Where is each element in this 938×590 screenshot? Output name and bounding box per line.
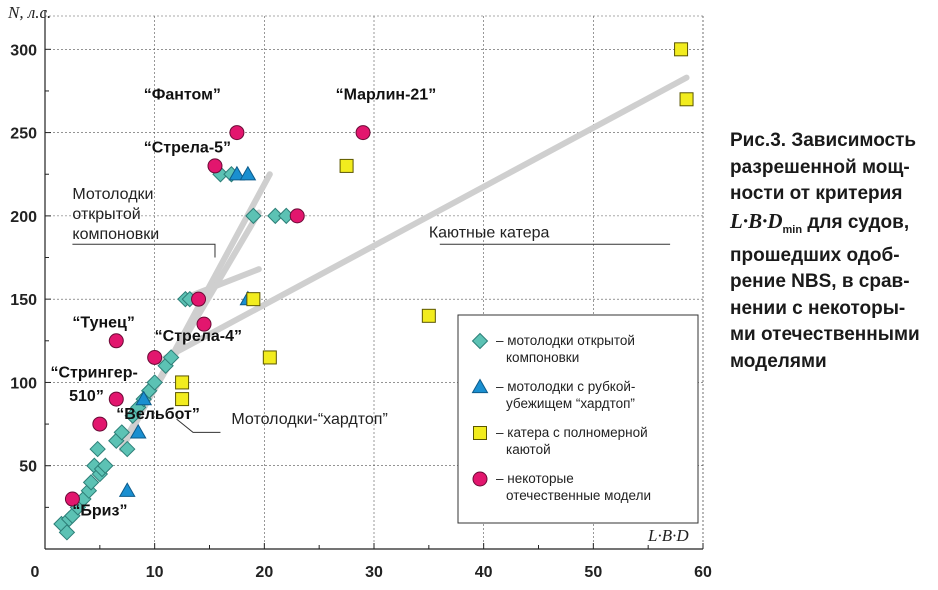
annotation-label: “Вельбот”: [116, 406, 200, 423]
x-axis-label: L·B·D: [647, 526, 689, 545]
data-markers: [53, 42, 694, 541]
marker-circle: [196, 316, 212, 332]
marker-square: [262, 350, 277, 365]
marker-diamond: [267, 207, 284, 225]
y-tick-label: 50: [19, 459, 37, 476]
caption-line: прошедших одоб-: [730, 244, 900, 266]
caption-criterion-sub: min: [782, 223, 803, 236]
caption-line: ности от критерия: [730, 183, 903, 204]
annotation-label: “Фантом”: [144, 86, 221, 103]
x-tick-label: 20: [255, 564, 273, 581]
marker-diamond: [97, 457, 114, 474]
leader-line: [72, 243, 216, 258]
marker-diamond: [245, 207, 262, 225]
legend-marker-triangle: [471, 378, 489, 394]
x-tick-label: 60: [694, 564, 712, 581]
marker-square: [679, 92, 694, 107]
y-tick-label: 300: [10, 42, 37, 59]
caption-line-rest: для судов,: [802, 211, 910, 233]
caption-line: рение NBS, в срав-: [730, 271, 910, 293]
marker-circle: [207, 158, 223, 174]
y-tick-label: 150: [10, 292, 37, 309]
marker-circle: [229, 125, 245, 141]
marker-diamond: [89, 440, 106, 458]
marker-triangle: [239, 165, 257, 181]
marker-circle: [147, 349, 163, 365]
legend-entry: – мотолодки с рубкой-убежищем “хардтоп”–…: [496, 379, 635, 411]
chart-texts: N, л.с. L·B·D “Фантом” “Марлин-21” “Стрела…: [7, 3, 689, 545]
legend-entry: – некоторые отечественные модели– некотор…: [496, 471, 651, 503]
caption-line: ми отечественными: [730, 324, 920, 346]
marker-diamond: [82, 474, 100, 491]
marker-square: [421, 308, 436, 323]
annotation-label: “Бриз”: [72, 503, 127, 520]
legend-marker-circle: [472, 471, 488, 487]
y-axis-label: N, л.с.: [7, 3, 51, 22]
x-tick-label: 30: [365, 564, 383, 581]
legend-box: [457, 314, 699, 524]
marker-triangle: [129, 423, 147, 439]
legend-entry: – катера с полномерной каютой– катера с п…: [496, 425, 648, 457]
legend-entry: – мотолодки открытой компоновки– мотолодк…: [496, 333, 635, 365]
caption-line: Рис.3. Зависимость: [730, 130, 917, 151]
marker-diamond: [162, 349, 180, 366]
y-tick-label: 100: [10, 375, 37, 392]
marker-circle: [92, 416, 108, 432]
marker-circle: [108, 333, 124, 349]
x-tick-label: 10: [146, 564, 164, 581]
marker-square: [339, 158, 354, 173]
caption-line: нении с некоторы-: [730, 297, 906, 319]
annotation-label: “Стрингер-: [50, 364, 137, 381]
marker-triangle: [228, 165, 246, 181]
marker-circle: [355, 125, 371, 141]
caption-line: моделями: [730, 350, 827, 372]
marker-circle: [289, 208, 305, 224]
group-label: Мотолодки: [72, 186, 153, 203]
annotation-label: “Стрела-5”: [144, 140, 231, 157]
marker-circle: [64, 491, 80, 507]
marker-diamond: [146, 374, 163, 391]
marker-square: [175, 392, 190, 407]
group-label: открытой: [72, 206, 140, 223]
chart-axes: 0 10 20 30 40 50 60 50 100 150 200 250 300: [10, 10, 712, 581]
marker-square: [246, 292, 261, 307]
annotation-label: “Марлин-21”: [336, 86, 437, 103]
group-label: Каютные катера: [429, 225, 550, 242]
annotation-label: “Стрела-4”: [155, 328, 242, 345]
caption-criterion: L·B·D: [730, 208, 783, 233]
marker-circle: [191, 291, 207, 307]
marker-diamond: [113, 424, 130, 441]
group-label: Мотолодки-“хардтоп”: [231, 411, 387, 428]
marker-diamond: [119, 440, 136, 458]
group-label: компоновки: [72, 226, 159, 243]
marker-diamond: [58, 524, 76, 541]
annotation-label: 510”: [69, 388, 104, 405]
marker-circle: [108, 391, 124, 407]
x-tick-label: 50: [584, 564, 602, 581]
annotation-label: “Тунец”: [72, 314, 134, 331]
legend-marker-diamond: [471, 332, 489, 350]
caption-line: разрешенной мощ-: [730, 156, 910, 178]
marker-triangle: [135, 390, 153, 406]
y-tick-label: 200: [10, 209, 37, 226]
marker-square: [674, 42, 689, 57]
x-tick-label: 40: [475, 564, 493, 581]
caption-line: L·B·Dmin для судов,: [730, 208, 938, 243]
marker-triangle: [118, 482, 136, 497]
trend-band: [157, 74, 690, 364]
legend: – мотолодки открытой компоновки– мотолодк…: [457, 314, 699, 524]
y-tick-label: 250: [10, 126, 37, 143]
marker-square: [175, 375, 190, 390]
x-tick-label: 0: [31, 564, 40, 581]
legend-marker-square: [473, 426, 487, 440]
figure-caption: Рис.3. Зависимость разрешенной мощ- ност…: [730, 128, 938, 375]
label-leaders: [72, 243, 671, 433]
leader-line: [176, 418, 221, 433]
